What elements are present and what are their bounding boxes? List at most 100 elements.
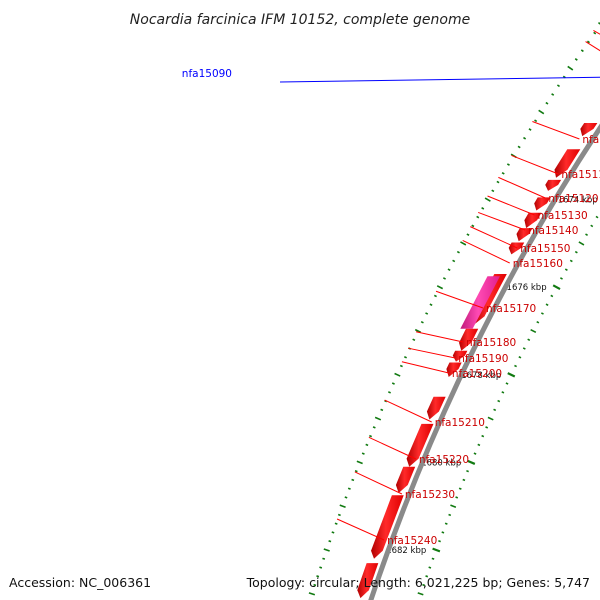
minor-tick xyxy=(574,58,578,61)
minor-tick xyxy=(534,119,538,123)
leader-line xyxy=(415,331,464,343)
gene-unnamed[interactable] xyxy=(357,563,379,599)
leader-line xyxy=(498,176,546,199)
minor-ticks xyxy=(308,21,600,596)
gene-nfa15120[interactable] xyxy=(545,179,562,191)
leader-line xyxy=(368,436,417,460)
minor-tick xyxy=(517,145,521,149)
gene-label-nfa15200[interactable]: nfa15200 xyxy=(452,368,502,380)
scale-tick xyxy=(552,284,561,291)
leader-line xyxy=(354,471,403,495)
gene-label-nfa15120[interactable]: nfa15120 xyxy=(548,193,598,205)
minor-tick xyxy=(442,277,446,280)
gene-nfa15110[interactable] xyxy=(554,149,581,178)
leader-line xyxy=(279,76,600,83)
minor-tick xyxy=(354,469,358,473)
gene-nfa15130[interactable] xyxy=(534,197,551,211)
minor-tick xyxy=(436,285,444,290)
gene-label-nfa15230[interactable]: nfa15230 xyxy=(405,489,455,501)
gene-nfa15180[interactable] xyxy=(459,328,479,351)
minor-tick xyxy=(456,250,460,254)
gene-label-nfa15210[interactable]: nfa15210 xyxy=(435,417,485,429)
minor-tick xyxy=(414,328,422,334)
leader-line xyxy=(532,121,580,140)
minor-tick xyxy=(522,347,526,350)
scale-tick xyxy=(467,459,476,465)
scale-label: 1676 kbp xyxy=(507,283,547,293)
minor-tick xyxy=(403,356,408,359)
leader-line xyxy=(401,361,450,374)
minor-tick xyxy=(425,312,429,315)
gene-nfa15170-highlight[interactable] xyxy=(460,276,500,329)
gene-label-nfa15150[interactable]: nfa15150 xyxy=(520,243,570,255)
minor-tick xyxy=(523,136,527,140)
minor-tick xyxy=(477,443,481,447)
minor-tick xyxy=(319,566,323,569)
gene-nfa15150[interactable] xyxy=(516,228,533,242)
minor-tick xyxy=(569,259,573,263)
minor-tick xyxy=(545,303,549,307)
minor-tick xyxy=(372,426,376,429)
minor-tick xyxy=(448,513,452,517)
gene-label-nfa15190[interactable]: nfa15190 xyxy=(458,353,508,365)
minor-tick xyxy=(384,399,388,403)
gene-nfa15210[interactable] xyxy=(426,396,446,420)
minor-tick xyxy=(316,575,320,578)
gene-label-nfa15180[interactable]: nfa15180 xyxy=(466,337,516,349)
gene-nfa15100[interactable] xyxy=(580,122,598,137)
scale-label: 1674 kbp xyxy=(558,196,598,206)
genome-summary-text: Topology: circular; Length: 6,021,225 bp… xyxy=(246,575,590,590)
leader-line xyxy=(470,226,518,249)
minor-tick xyxy=(428,566,432,569)
minor-tick xyxy=(484,197,491,202)
minor-tick xyxy=(322,557,326,560)
minor-tick xyxy=(593,31,597,35)
minor-tick xyxy=(425,575,429,578)
leader-line xyxy=(511,154,559,175)
gene-label-nfa15110[interactable]: nfa15110 xyxy=(561,169,600,181)
minor-tick xyxy=(496,180,500,184)
leader-line xyxy=(585,41,600,52)
gene-label-nfa15220[interactable]: nfa15220 xyxy=(419,454,469,466)
minor-tick xyxy=(369,434,373,438)
minor-tick xyxy=(466,233,470,236)
minor-tick xyxy=(323,548,330,552)
minor-tick xyxy=(347,487,351,490)
gene-nfa15190[interactable] xyxy=(452,350,468,362)
minor-tick xyxy=(387,391,391,394)
minor-tick xyxy=(506,163,510,166)
minor-tick xyxy=(550,294,554,298)
gene-labels: nfa15060nfa15070nfa15080nfa15090nfa15100… xyxy=(182,29,600,547)
gene-nfa15230[interactable] xyxy=(395,466,416,494)
minor-tick xyxy=(365,443,369,447)
minor-tick xyxy=(586,40,590,44)
gene-nfa15240[interactable] xyxy=(371,495,404,559)
minor-tick xyxy=(501,171,505,175)
gene-label-nfa15140[interactable]: nfa15140 xyxy=(528,225,578,237)
gene-nfa15220[interactable] xyxy=(406,423,434,467)
minor-tick xyxy=(514,364,517,368)
leader-line xyxy=(336,518,385,541)
map-title: Nocardia farcinica IFM 10152, complete g… xyxy=(130,12,470,28)
minor-tick xyxy=(313,583,317,587)
minor-tick xyxy=(328,540,332,543)
gene-label-nfa15100[interactable]: nfa15100 xyxy=(582,134,600,146)
gene-label-nfa15160[interactable]: nfa15160 xyxy=(513,258,563,270)
minor-tick xyxy=(417,592,424,596)
gene-label-nfa15240[interactable]: nfa15240 xyxy=(387,535,437,547)
minor-tick xyxy=(551,93,555,96)
minor-tick xyxy=(337,513,341,517)
gene-nfa15140[interactable] xyxy=(524,212,542,229)
gene-nfa15200[interactable] xyxy=(446,362,462,377)
minor-tick xyxy=(344,496,348,499)
minor-tick xyxy=(538,109,545,115)
gene-label-nfa15130[interactable]: nfa15130 xyxy=(538,210,588,222)
minor-tick xyxy=(595,215,599,219)
gene-label-nfa15170[interactable]: nfa15170 xyxy=(486,303,536,315)
gene-label-nfa15090[interactable]: nfa15090 xyxy=(182,68,232,80)
minor-tick xyxy=(528,128,532,131)
minor-tick xyxy=(466,469,469,473)
leader-line xyxy=(462,239,510,264)
